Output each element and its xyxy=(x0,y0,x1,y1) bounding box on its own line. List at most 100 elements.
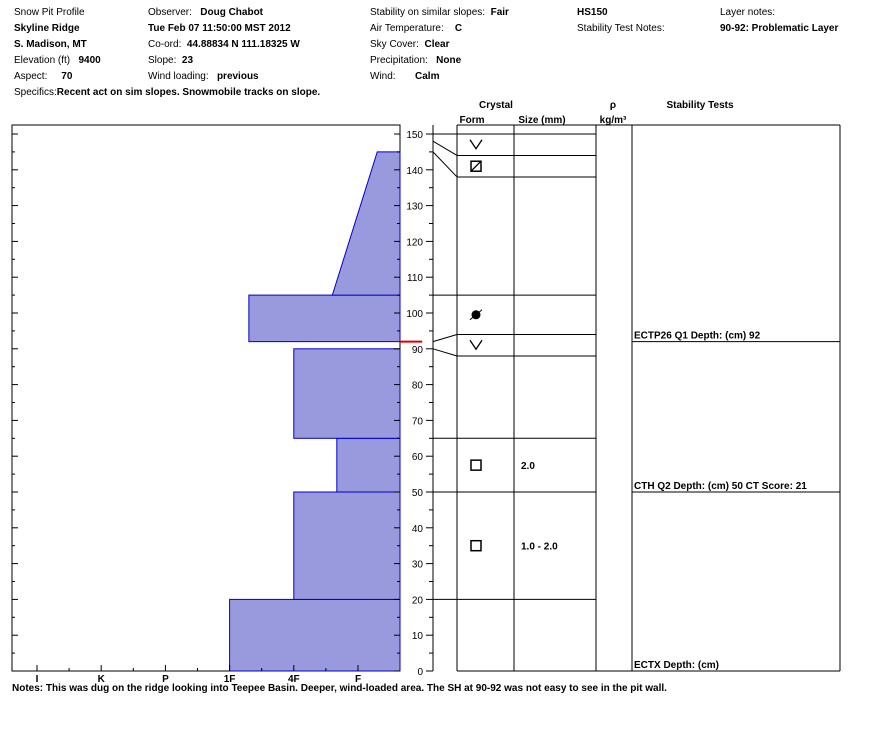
depth-tick-label: 90 xyxy=(412,345,424,356)
hardness-bar xyxy=(248,294,401,343)
hardness-panel-depth-ticks xyxy=(12,133,18,672)
elevation-value: 9400 xyxy=(78,55,101,66)
hardness-bar xyxy=(229,598,401,672)
precipitation-value: None xyxy=(436,55,462,66)
wind-label: Wind: xyxy=(370,71,396,82)
crystal-size-label: 1.0 - 2.0 xyxy=(521,542,558,553)
form-header: Form xyxy=(460,115,485,126)
specifics-label: Specifics: xyxy=(14,87,57,98)
hardness-bar xyxy=(293,348,401,439)
aspect: Aspect: 70 xyxy=(14,71,72,83)
layer-connector xyxy=(432,334,458,343)
depth-tick-label: 30 xyxy=(412,560,424,571)
depth-tick-label: 20 xyxy=(412,595,424,606)
depth-tick-label: 50 xyxy=(412,488,424,499)
stability-test-notes-label: Stability Test Notes: xyxy=(577,23,665,34)
observer: Observer: Doug Chabot xyxy=(148,7,263,19)
stability-similar-value: Fair xyxy=(490,7,509,18)
hardness-panel-right-ticks xyxy=(394,133,400,672)
slope-label: Slope: xyxy=(148,55,177,66)
stability-similar-label: Stability on similar slopes: xyxy=(370,7,486,18)
v-icon xyxy=(469,339,483,351)
square-icon xyxy=(470,539,482,552)
stability-test-label: CTH Q2 Depth: (cm) 50 CT Score: 21 xyxy=(634,481,807,492)
hardness-bar xyxy=(293,491,401,600)
depth-tick-label: 150 xyxy=(406,130,423,141)
crystal-size-label: 2.0 xyxy=(521,461,535,472)
wind-loading-value: previous xyxy=(216,71,259,82)
layer-boundaries xyxy=(457,133,596,600)
depth-tick-label: 140 xyxy=(406,166,423,177)
aspect-value: 70 xyxy=(61,71,73,82)
specifics-value: Recent act on sim slopes. Snowmobile tra… xyxy=(56,87,321,98)
stability-tests: ECTP26 Q1 Depth: (cm) 92 CTH Q2 Depth: (c… xyxy=(632,331,840,671)
precipitation: Precipitation: None xyxy=(370,55,461,67)
size-header: Size (mm) xyxy=(518,115,565,126)
aspect-label: Aspect: xyxy=(14,71,48,82)
observer-label: Observer: xyxy=(148,7,192,18)
stability-tests-header: Stability Tests xyxy=(666,100,733,111)
depth-tick-label: 10 xyxy=(412,631,424,642)
layer-notes-label: Layer notes: xyxy=(720,7,776,18)
hardness-tick-label: P xyxy=(162,674,169,685)
hardness-axis: I K P 1F 4F F xyxy=(36,665,361,685)
layer-connectors xyxy=(432,133,458,600)
datetime: Tue Feb 07 11:50:00 MST 2012 xyxy=(148,23,291,34)
layer-connector xyxy=(432,140,458,156)
wind-loading-label: Wind loading: xyxy=(148,71,209,82)
hs-value: HS150 xyxy=(577,7,608,18)
sky-cover-value: Clear xyxy=(424,39,450,50)
sky-cover-label: Sky Cover: xyxy=(370,39,419,50)
slope-value: 23 xyxy=(181,55,194,66)
depth-tick-label: 60 xyxy=(412,452,424,463)
depth-axis: 0 10 20 30 40 50 60 70 80 90 100 110 120 130 140 150 xyxy=(406,130,433,678)
elevation: Elevation (ft) 9400 xyxy=(14,55,101,67)
air-temp-value: C xyxy=(454,23,463,34)
circle-slash-icon xyxy=(469,309,483,321)
boxed-slash-line xyxy=(470,160,482,172)
crystal-size-labels: 1.0 - 2.0 2.0 xyxy=(521,461,558,553)
observer-value: Doug Chabot xyxy=(200,7,264,18)
crystal-header: Crystal xyxy=(479,100,513,111)
depth-tick-label: 40 xyxy=(412,524,424,535)
notes: Notes: This was dug on the ridge looking… xyxy=(12,683,667,694)
hardness-tick-label: 1F xyxy=(224,674,236,685)
hardness-profile xyxy=(229,151,401,672)
boxed-slash-icon xyxy=(470,160,482,172)
stability-test-label: ECTX Depth: (cm) xyxy=(634,660,719,671)
depth-tick-label: 0 xyxy=(417,667,423,678)
depth-tick-label: 130 xyxy=(406,202,423,213)
depth-tick-label: 110 xyxy=(407,273,423,284)
density-unit: kg/m³ xyxy=(600,115,627,126)
elevation-label: Elevation (ft) xyxy=(14,55,71,66)
title: Snow Pit Profile xyxy=(14,7,85,18)
wind-value: Calm xyxy=(415,71,440,82)
sky-cover: Sky Cover: Clear xyxy=(370,39,449,51)
hardness-tick-label: K xyxy=(98,674,106,685)
wind: Wind: Calm xyxy=(370,71,439,83)
coord: Co-ord: 44.88834 N 111.18325 W xyxy=(148,39,300,51)
coord-value: 44.88834 N 111.18325 W xyxy=(186,39,300,50)
hardness-bar xyxy=(336,437,401,493)
layer-notes-value: 90-92: Problematic Layer xyxy=(720,23,839,34)
hardness-tick-label: 4F xyxy=(288,674,300,685)
crystal-form-icons xyxy=(469,139,483,552)
wind-loading: Wind loading: previous xyxy=(148,71,259,83)
stability-similar: Stability on similar slopes: Fair xyxy=(370,7,509,19)
slope: Slope: 23 xyxy=(148,55,193,67)
stability-test-label: ECTP26 Q1 Depth: (cm) 92 xyxy=(634,331,761,342)
depth-tick-label: 70 xyxy=(412,416,424,427)
coord-label: Co-ord: xyxy=(148,39,182,50)
air-temp-label: Air Temperature: xyxy=(370,23,444,34)
square-icon xyxy=(470,459,482,471)
region: S. Madison, MT xyxy=(14,39,87,50)
air-temp: Air Temperature: C xyxy=(370,23,462,35)
hardness-tick-label: F xyxy=(355,674,361,685)
hardness-bar xyxy=(331,151,401,296)
specifics: Specifics:Recent act on sim slopes. Snow… xyxy=(14,87,320,99)
hardness-tick-label: I xyxy=(36,674,39,685)
v-icon xyxy=(469,139,483,150)
layer-connector xyxy=(432,151,458,178)
density-symbol: ρ xyxy=(610,100,616,111)
